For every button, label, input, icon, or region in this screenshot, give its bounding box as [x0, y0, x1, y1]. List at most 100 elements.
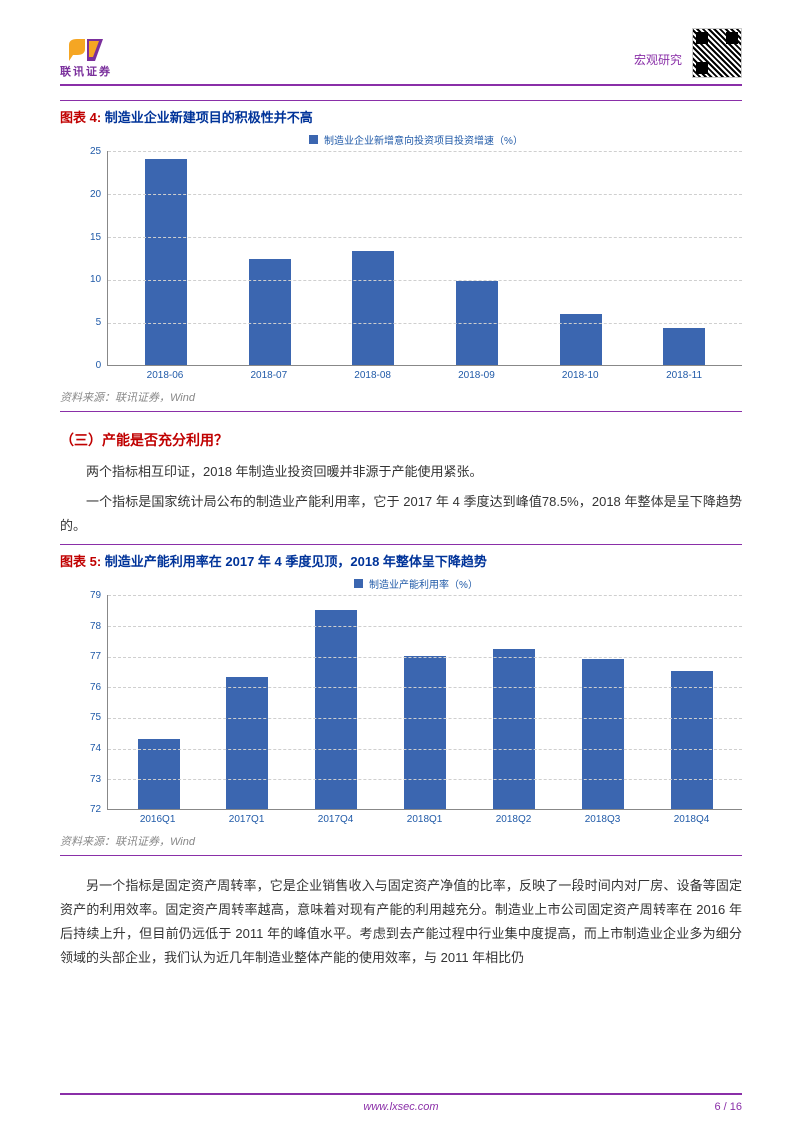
figure5-prefix: 图表 5:	[60, 554, 101, 569]
logo: 联讯证券	[60, 35, 112, 78]
bar-slot	[632, 328, 736, 365]
logo-icon	[65, 35, 107, 65]
xtick-label: 2017Q4	[291, 814, 380, 825]
grid-line	[108, 595, 742, 596]
figure4-xaxis: 2018-062018-072018-082018-092018-102018-…	[107, 366, 742, 381]
xtick-label: 2018-07	[217, 370, 321, 381]
ytick-label: 0	[96, 360, 102, 371]
grid-line	[108, 779, 742, 780]
figure5-source: 资料来源：联讯证券，Wind	[60, 827, 742, 856]
grid-line	[108, 626, 742, 627]
xtick-label: 2018Q2	[469, 814, 558, 825]
ytick-label: 5	[96, 317, 102, 328]
ytick-label: 75	[90, 712, 101, 723]
grid-line	[108, 151, 742, 152]
bar-slot	[529, 314, 633, 365]
bar	[663, 328, 705, 365]
bar	[493, 649, 535, 809]
grid-line	[108, 237, 742, 238]
bar	[404, 656, 446, 810]
xtick-label: 2018-08	[321, 370, 425, 381]
ytick-label: 79	[90, 590, 101, 601]
ytick-label: 73	[90, 774, 101, 785]
doc-category: 宏观研究	[634, 51, 682, 68]
figure5-chart: 制造业产能利用率（%） 7978777675747372 2016Q12017Q…	[60, 570, 742, 827]
ytick-label: 25	[90, 146, 101, 157]
xtick-label: 2018-10	[528, 370, 632, 381]
ytick-label: 78	[90, 621, 101, 632]
page-header: 联讯证券 宏观研究	[60, 28, 742, 86]
figure5-legend: 制造业产能利用率（%）	[90, 576, 742, 591]
grid-line	[108, 657, 742, 658]
bar	[560, 314, 602, 365]
xtick-label: 2018Q3	[558, 814, 647, 825]
figure4-chart: 制造业企业新增意向投资项目投资增速（%） 2520151050 2018-062…	[60, 126, 742, 383]
figure5-plot-col: 2016Q12017Q12017Q42018Q12018Q22018Q32018…	[107, 595, 742, 825]
xtick-label: 2018Q4	[647, 814, 736, 825]
bar-slot	[203, 677, 292, 809]
header-right: 宏观研究	[634, 28, 742, 78]
figure5-chart-area: 7978777675747372 2016Q12017Q12017Q42018Q…	[90, 595, 742, 825]
bar-slot	[647, 671, 736, 809]
grid-line	[108, 280, 742, 281]
bar-slot	[381, 656, 470, 810]
ytick-label: 10	[90, 274, 101, 285]
figure5-legend-text: 制造业产能利用率（%）	[369, 576, 478, 591]
logo-text: 联讯证券	[60, 67, 112, 78]
bar	[352, 251, 394, 365]
ytick-label: 76	[90, 682, 101, 693]
bar-slot	[218, 259, 322, 365]
bar	[226, 677, 268, 809]
bar-slot	[558, 659, 647, 810]
bar-slot	[114, 159, 218, 365]
figure5-plot	[107, 595, 742, 810]
grid-line	[108, 718, 742, 719]
grid-line	[108, 323, 742, 324]
figure4-title: 图表 4: 制造业企业新建项目的积极性并不高	[60, 100, 742, 126]
grid-line	[108, 687, 742, 688]
xtick-label: 2018Q1	[380, 814, 469, 825]
figure5-bars	[108, 595, 742, 809]
grid-line	[108, 749, 742, 750]
ytick-label: 74	[90, 743, 101, 754]
xtick-label: 2016Q1	[113, 814, 202, 825]
figure4-yaxis: 25 20 15 10 5 0	[90, 146, 107, 371]
figure5-xaxis: 2016Q12017Q12017Q42018Q12018Q22018Q32018…	[107, 810, 742, 825]
bar-slot	[470, 649, 559, 809]
figure4-legend-text: 制造业企业新增意向投资项目投资增速（%）	[324, 132, 523, 147]
figure4-bars	[108, 151, 742, 365]
figure4-title-text: 制造业企业新建项目的积极性并不高	[101, 110, 313, 125]
ytick-label: 15	[90, 232, 101, 243]
legend-swatch-icon	[309, 135, 318, 144]
bar-slot	[321, 251, 425, 365]
grid-line	[108, 194, 742, 195]
page-footer: www.lxsec.com 6 / 16	[60, 1093, 742, 1113]
figure5-yaxis: 79 78 77 76 75 74 73 72	[90, 590, 107, 815]
bar	[249, 259, 291, 365]
legend-swatch-icon	[354, 579, 363, 588]
xtick-label: 2018-11	[632, 370, 736, 381]
figure4-source: 资料来源：联讯证券，Wind	[60, 383, 742, 412]
figure4-chart-area: 2520151050 2018-062018-072018-082018-092…	[90, 151, 742, 381]
ytick-label: 20	[90, 189, 101, 200]
figure5-title-text: 制造业产能利用率在 2017 年 4 季度见顶，2018 年整体呈下降趋势	[101, 554, 487, 569]
para3: 另一个指标是固定资产周转率，它是企业销售收入与固定资产净值的比率，反映了一段时间…	[60, 874, 742, 970]
page: 联讯证券 宏观研究 图表 4: 制造业企业新建项目的积极性并不高 制造业企业新增…	[0, 0, 802, 1133]
figure4-plot-col: 2018-062018-072018-082018-092018-102018-…	[107, 151, 742, 381]
qr-code-icon	[692, 28, 742, 78]
section3-para1: 两个指标相互印证，2018 年制造业投资回暖并非源于产能使用紧张。	[60, 460, 742, 484]
bar	[145, 159, 187, 365]
xtick-label: 2018-06	[113, 370, 217, 381]
bar	[582, 659, 624, 810]
bar	[671, 671, 713, 809]
footer-url: www.lxsec.com	[60, 1101, 742, 1113]
ytick-label: 77	[90, 651, 101, 662]
figure4-legend: 制造业企业新增意向投资项目投资增速（%）	[90, 132, 742, 147]
figure4-prefix: 图表 4:	[60, 110, 101, 125]
section3-para2: 一个指标是国家统计局公布的制造业产能利用率，它于 2017 年 4 季度达到峰值…	[60, 490, 742, 538]
figure4-plot	[107, 151, 742, 366]
section3-title: （三）产能是否充分利用？	[60, 430, 742, 450]
xtick-label: 2017Q1	[202, 814, 291, 825]
figure5-title: 图表 5: 制造业产能利用率在 2017 年 4 季度见顶，2018 年整体呈下…	[60, 544, 742, 570]
ytick-label: 72	[90, 804, 101, 815]
